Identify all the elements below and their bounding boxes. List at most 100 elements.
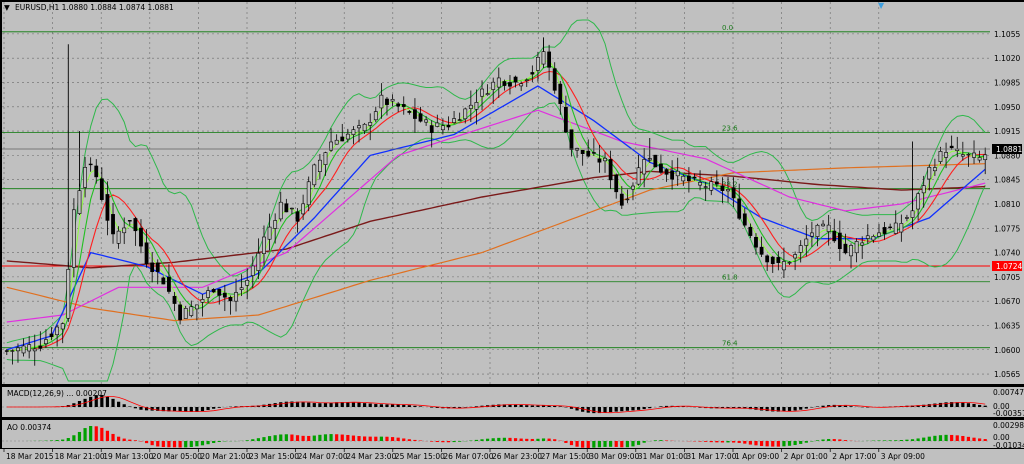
candle-body [357, 125, 361, 129]
symbol-arrow[interactable]: ▼ [4, 3, 10, 12]
ao-bar [581, 441, 585, 448]
macd-bar [732, 407, 736, 409]
candle-body [178, 304, 183, 321]
time-tick-label: 20 Mar 21:00 [200, 452, 250, 461]
ao-bar [83, 428, 87, 441]
ao-bar [653, 440, 657, 441]
fibo-level-label: 23.6 [722, 124, 738, 132]
macd-bar [497, 404, 501, 407]
candle-body [194, 304, 199, 310]
ao-bar [715, 441, 719, 443]
ao-bar [133, 440, 137, 441]
ao-bar [407, 439, 411, 441]
macd-bar [519, 404, 523, 407]
macd-bar [648, 407, 652, 409]
macd-bar [385, 404, 389, 407]
ao-bar [396, 437, 400, 441]
ao-bar [726, 441, 730, 443]
time-axis[interactable] [0, 449, 1024, 464]
ao-bar [530, 438, 534, 441]
candle-body [759, 246, 764, 255]
macd-bar [849, 406, 853, 407]
candle-body [435, 122, 440, 127]
ao-panel-bg [2, 420, 990, 448]
macd-bar [189, 407, 193, 412]
macd-bar [843, 405, 848, 407]
ao-bar [497, 437, 501, 441]
candle-body [709, 181, 714, 191]
candle-body [267, 226, 272, 240]
macd-bar [407, 405, 411, 407]
candle-body [949, 145, 954, 149]
scroll-arrow-icon[interactable]: ▼ [878, 1, 885, 10]
time-tick-label: 3 Apr 09:00 [881, 452, 925, 461]
ao-bar [413, 439, 417, 441]
time-tick-label: 20 Mar 05:00 [152, 452, 202, 461]
macd-bar [402, 404, 406, 407]
ao-bar [363, 436, 367, 441]
price-tick-label: 1.0775 [994, 224, 1020, 233]
ao-bar [452, 441, 456, 443]
macd-bar [681, 406, 685, 407]
macd-bar [318, 403, 322, 407]
ao-bar [256, 438, 260, 441]
ao-bar [771, 441, 775, 447]
macd-bar [200, 407, 205, 412]
candle-body [552, 68, 557, 91]
ao-bar [385, 436, 389, 441]
candle-body [55, 326, 60, 336]
candle-body [273, 220, 278, 229]
ao-bar [569, 441, 574, 446]
candle-body [832, 230, 837, 242]
candle-body [83, 167, 87, 188]
macd-bar [396, 404, 400, 407]
ao-bar [335, 434, 339, 441]
candle-body [418, 113, 423, 122]
ao-bar [894, 440, 898, 441]
ao-bar [916, 438, 920, 441]
candle-body [804, 238, 809, 246]
macd-bar [620, 407, 624, 412]
candle-body [60, 323, 65, 330]
ao-bar [117, 436, 121, 441]
ao-bar [636, 441, 641, 445]
macd-bar [569, 407, 574, 409]
candle-body [183, 308, 188, 319]
ao-bar [804, 441, 808, 443]
time-tick-label: 2 Apr 01:00 [784, 452, 828, 461]
ao-bar [357, 436, 361, 441]
candle-body [211, 289, 216, 293]
candle-body [222, 292, 227, 298]
macd-bar [217, 407, 221, 408]
time-tick-label: 24 Mar 23:00 [346, 452, 396, 461]
time-tick-label: 31 Mar 17:00 [686, 452, 736, 461]
macd-bar [363, 403, 367, 407]
ao-tick-top: 0.00298 [993, 421, 1024, 430]
ao-bar [950, 434, 954, 441]
macd-bar [787, 407, 792, 412]
fibo-levels[interactable]: 0.0 23.6 38.2 61.8 76.4 [2, 24, 990, 349]
candle-body [340, 136, 345, 142]
price-axis[interactable] [990, 2, 1024, 384]
ao-bar [161, 441, 165, 448]
candle-body [670, 170, 675, 180]
macd-bar [765, 407, 769, 412]
candle-body [888, 226, 893, 229]
ao-histogram [27, 426, 987, 448]
candle-body [787, 262, 792, 264]
macd-bar [664, 405, 669, 407]
candle-body [927, 166, 932, 180]
macd-bar [89, 396, 93, 407]
ao-bar [888, 440, 892, 441]
macd-bar [944, 402, 948, 407]
ao-bar [759, 441, 764, 446]
macd-bar [323, 403, 328, 407]
candle-body [748, 226, 753, 236]
candle-body [379, 94, 384, 109]
macd-bar [525, 405, 529, 407]
macd-bar [815, 406, 820, 407]
candle-body [821, 223, 825, 227]
macd-bar [290, 401, 294, 407]
